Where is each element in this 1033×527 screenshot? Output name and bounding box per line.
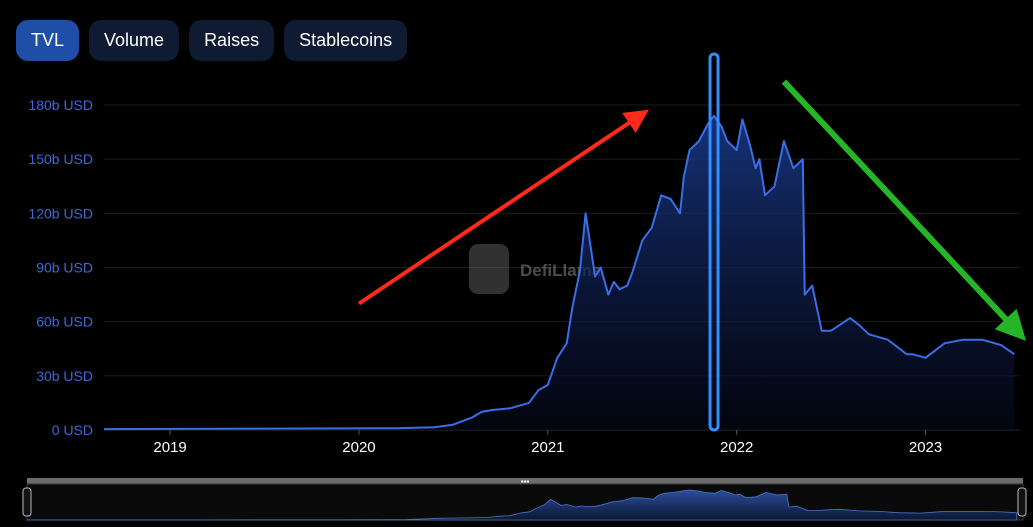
tab-raises[interactable]: Raises	[189, 20, 275, 61]
x-axis: 2019 2020 2021 2022 2023	[104, 429, 1020, 456]
llama-logo-icon	[469, 244, 509, 294]
range-brush[interactable]: ▪▪▪	[22, 477, 1027, 521]
mini-series-area	[26, 489, 1018, 521]
y-tick-label: 180b USD	[28, 97, 93, 113]
tab-volume[interactable]: Volume	[89, 20, 180, 61]
y-tick-label: 0 USD	[52, 422, 93, 438]
peak-highlight-box	[708, 52, 720, 432]
red-arrow-up	[357, 109, 649, 306]
y-tick-label: 90b USD	[36, 260, 93, 276]
green-arrow-down	[781, 79, 1027, 341]
tvl-area	[104, 115, 1015, 431]
x-tick-label: 2023	[909, 439, 942, 456]
tvl-line	[103, 114, 1015, 431]
tab-stablecoins[interactable]: Stablecoins	[284, 20, 408, 61]
y-tick-label: 60b USD	[36, 314, 93, 330]
chart-type-tabs: TVL Volume Raises Stablecoins	[16, 20, 408, 61]
brush-handle-right[interactable]	[1017, 487, 1027, 517]
plot-area	[103, 114, 1015, 431]
brush-track[interactable]	[27, 478, 1023, 484]
x-tick-label: 2021	[531, 439, 564, 456]
brush-handle-left[interactable]	[22, 487, 32, 517]
y-tick-label: 120b USD	[28, 205, 93, 221]
x-tick-label: 2020	[342, 439, 375, 456]
y-tick-label: 150b USD	[28, 151, 93, 167]
y-tick-label: 30b USD	[36, 368, 93, 384]
tab-tvl[interactable]: TVL	[16, 20, 80, 61]
y-axis: 0 USD 30b USD 60b USD 90b USD 120b USD 150b U…	[28, 97, 93, 438]
brush-grip-icon[interactable]: ▪▪▪	[521, 477, 530, 486]
x-tick-label: 2022	[720, 439, 753, 456]
x-tick-label: 2019	[153, 439, 186, 456]
annotations	[357, 52, 1027, 432]
